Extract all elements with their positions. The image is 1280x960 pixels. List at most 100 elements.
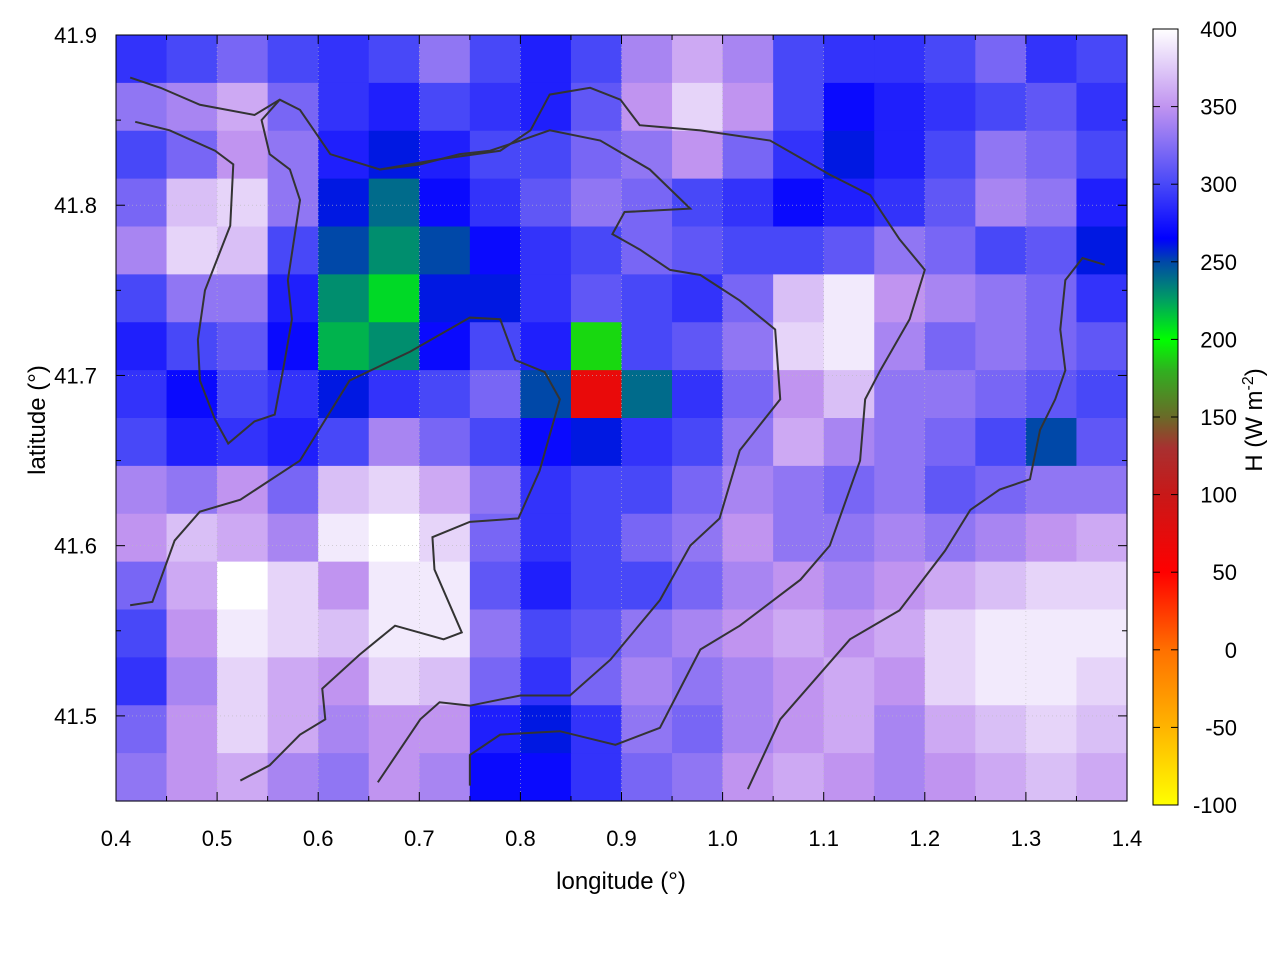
heatmap-cell <box>1025 609 1078 658</box>
heatmap-cell <box>368 35 420 84</box>
heatmap-cell <box>166 465 218 515</box>
heatmap-cell <box>419 753 471 802</box>
heatmap-cell <box>975 274 1027 323</box>
heatmap-cell <box>722 609 774 658</box>
heatmap-cell <box>874 609 926 658</box>
heatmap-cell <box>1025 705 1078 754</box>
heatmap-cell <box>722 82 774 132</box>
heatmap-cell <box>1025 465 1078 515</box>
heatmap-cell <box>621 561 673 611</box>
heatmap-cell <box>621 82 673 132</box>
heatmap-cell <box>773 705 825 754</box>
heatmap-cell <box>1025 753 1078 802</box>
heatmap-cell <box>924 130 976 180</box>
heatmap-cell <box>924 226 976 275</box>
colorbar-label: H (W m-2) <box>1240 368 1268 472</box>
heatmap-cell <box>570 705 623 754</box>
heatmap-cell <box>217 370 269 419</box>
heatmap-cell <box>773 178 825 228</box>
colorbar-tick-label: 250 <box>1200 250 1237 275</box>
heatmap-cell <box>874 513 926 563</box>
heatmap-cell <box>166 178 218 228</box>
heatmap-cell <box>116 609 168 658</box>
heatmap-cell <box>318 705 370 754</box>
heatmap-cell <box>469 130 521 180</box>
heatmap-cell <box>570 753 623 802</box>
heatmap-cell <box>469 561 521 611</box>
heatmap-cell <box>975 465 1027 515</box>
heatmap-cell <box>469 370 521 419</box>
heatmap-cell <box>621 274 673 323</box>
heatmap-cell <box>672 561 724 611</box>
heatmap-cell <box>267 274 319 323</box>
heatmap-cell <box>419 130 471 180</box>
heatmap-cell <box>975 609 1027 658</box>
heatmap-cell <box>419 35 471 84</box>
heatmap-cell <box>469 226 521 275</box>
heatmap-cell <box>1025 561 1078 611</box>
heatmap-cell <box>166 226 218 275</box>
heatmap-cell <box>1076 322 1128 371</box>
heatmap-cell <box>975 753 1027 802</box>
y-tick-label: 41.7 <box>54 363 97 388</box>
heatmap-cell <box>924 705 976 754</box>
heatmap-cell <box>722 465 774 515</box>
heatmap-cell <box>672 465 724 515</box>
x-tick-label: 1.1 <box>808 826 839 851</box>
heatmap-cell <box>116 370 168 419</box>
heatmap-cell <box>469 178 521 228</box>
heatmap-cell <box>469 753 521 802</box>
heatmap-cell <box>570 657 623 706</box>
heatmap-cell <box>116 657 168 706</box>
heatmap-cell <box>116 418 168 467</box>
heatmap-cell <box>318 609 370 658</box>
heatmap-cell <box>874 370 926 419</box>
contour-line <box>129 76 926 786</box>
heatmap-cell <box>924 609 976 658</box>
x-tick-label: 0.5 <box>202 826 233 851</box>
heatmap-cell <box>116 513 168 563</box>
heatmap-cell <box>621 370 673 419</box>
heatmap-cell <box>267 705 319 754</box>
heatmap-cell <box>469 35 521 84</box>
heatmap-cell <box>874 226 926 275</box>
heatmap-cell <box>520 370 572 419</box>
heatmap-cell <box>975 370 1027 419</box>
heatmap-cell <box>318 561 370 611</box>
heatmap-cell <box>672 322 724 371</box>
heatmap-cell <box>520 465 572 515</box>
heatmap-cell <box>823 35 875 84</box>
colorbar-tick-label: 350 <box>1200 95 1237 120</box>
heatmap-cell <box>722 705 774 754</box>
heatmap-cell <box>368 322 420 371</box>
heatmap-cell <box>217 705 269 754</box>
contour-line <box>746 256 1106 790</box>
heatmap-cell <box>975 130 1027 180</box>
colorbar-tick-label: 100 <box>1200 483 1237 508</box>
x-tick-label: 0.4 <box>101 826 132 851</box>
heatmap-cell <box>469 418 521 467</box>
heatmap-cell <box>1025 82 1078 132</box>
heatmap-cell <box>672 274 724 323</box>
heatmap-cell <box>469 705 521 754</box>
heatmap-cell <box>722 418 774 467</box>
heatmap-cell <box>318 130 370 180</box>
x-axis-label: longitude (°) <box>556 868 686 895</box>
heatmap-cell <box>924 513 976 563</box>
heatmap-cell <box>520 226 572 275</box>
heatmap-cell <box>924 370 976 419</box>
heatmap-cell <box>318 657 370 706</box>
heatmap-cell <box>722 561 774 611</box>
heatmap-cell <box>570 226 623 275</box>
heatmap-cell <box>672 705 724 754</box>
heatmap-cell <box>823 130 875 180</box>
heatmap-cell <box>368 82 420 132</box>
heatmap-cell <box>318 178 370 228</box>
heatmap-cell <box>217 418 269 467</box>
heatmap-cell <box>823 705 875 754</box>
heatmap-cell <box>166 130 218 180</box>
heatmap-cell <box>217 35 269 84</box>
heatmap-cell <box>672 35 724 84</box>
heatmap-cell <box>823 82 875 132</box>
heatmap-cell <box>1076 609 1128 658</box>
